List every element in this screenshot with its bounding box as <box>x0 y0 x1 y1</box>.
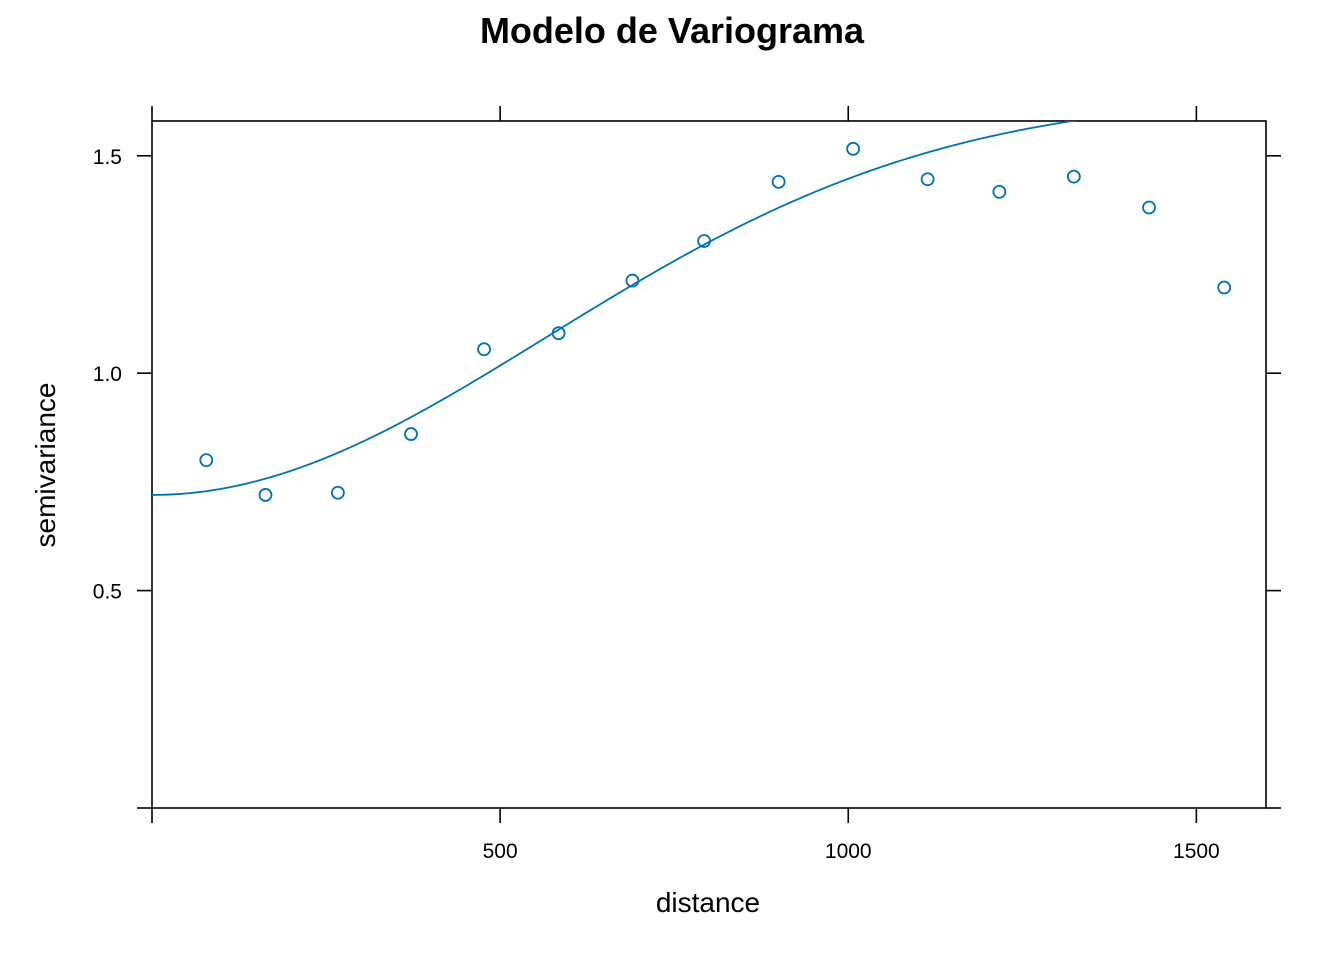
data-point <box>697 234 712 248</box>
model-curve <box>152 121 1079 496</box>
data-point <box>477 342 492 357</box>
data-point <box>551 326 566 341</box>
data-point <box>920 172 935 187</box>
plot-frame <box>151 120 1267 809</box>
y-tick-label: 1.5 <box>93 146 122 169</box>
data-point <box>992 184 1007 199</box>
data-point <box>771 174 786 189</box>
data-point <box>199 453 214 468</box>
x-tick-label: 500 <box>483 840 518 863</box>
plot-area <box>152 121 1232 502</box>
data-point <box>258 488 273 502</box>
y-axis: 0.5 1.0 1.5 <box>93 146 1281 809</box>
y-tick-label: 0.5 <box>93 581 122 604</box>
x-tick-label: 1000 <box>825 840 872 863</box>
data-point <box>1142 200 1156 215</box>
x-axis-label: distance <box>656 887 760 918</box>
data-point <box>625 273 640 288</box>
data-point <box>330 485 345 500</box>
chart-title: Modelo de Variograma <box>480 10 865 51</box>
data-point <box>846 141 861 156</box>
data-point <box>1066 169 1081 184</box>
x-tick-label: 1500 <box>1173 840 1220 863</box>
empirical-points <box>199 141 1232 502</box>
y-tick-label: 1.0 <box>93 363 122 386</box>
x-axis: 500 1000 1500 <box>151 106 1220 863</box>
y-axis-label: semivariance <box>30 383 61 548</box>
data-point <box>404 427 418 441</box>
data-point <box>1217 280 1232 295</box>
